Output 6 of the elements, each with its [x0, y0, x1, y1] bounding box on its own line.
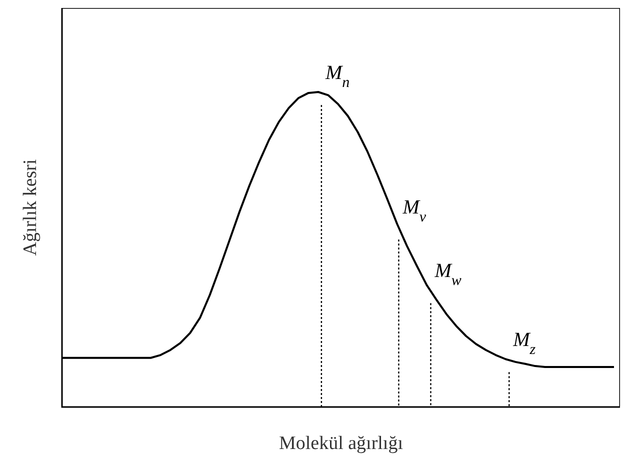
annotation: M$_{z}$	[512, 329, 536, 358]
text: M$_{n}$	[324, 62, 350, 92]
y-axis-title: Ağırlık kesri	[20, 159, 41, 256]
annotation: M$_{v}$	[402, 196, 426, 226]
annotation: M$_{w}$	[434, 260, 462, 290]
x-axis-title: Molekül ağırlığı	[278, 433, 404, 454]
